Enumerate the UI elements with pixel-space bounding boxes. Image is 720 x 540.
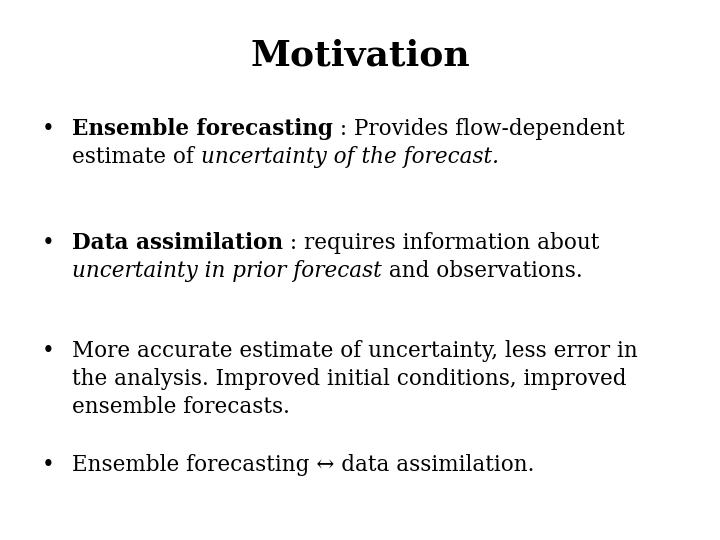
Text: uncertainty of the forecast.: uncertainty of the forecast. — [201, 146, 499, 168]
Text: Ensemble forecasting ↔ data assimilation.: Ensemble forecasting ↔ data assimilation… — [72, 454, 534, 476]
Text: and observations.: and observations. — [382, 260, 582, 282]
Text: More accurate estimate of uncertainty, less error in: More accurate estimate of uncertainty, l… — [72, 340, 638, 362]
Text: Data assimilation: Data assimilation — [72, 232, 283, 254]
Text: : requires information about: : requires information about — [283, 232, 599, 254]
Text: •: • — [42, 232, 55, 254]
Text: •: • — [42, 118, 55, 140]
Text: ensemble forecasts.: ensemble forecasts. — [72, 396, 290, 418]
Text: estimate of: estimate of — [72, 146, 201, 168]
Text: •: • — [42, 340, 55, 362]
Text: uncertainty in prior forecast: uncertainty in prior forecast — [72, 260, 382, 282]
Text: Ensemble forecasting: Ensemble forecasting — [72, 118, 333, 140]
Text: the analysis. Improved initial conditions, improved: the analysis. Improved initial condition… — [72, 368, 626, 390]
Text: •: • — [42, 454, 55, 476]
Text: : Provides flow-dependent: : Provides flow-dependent — [333, 118, 625, 140]
Text: Motivation: Motivation — [250, 38, 470, 72]
